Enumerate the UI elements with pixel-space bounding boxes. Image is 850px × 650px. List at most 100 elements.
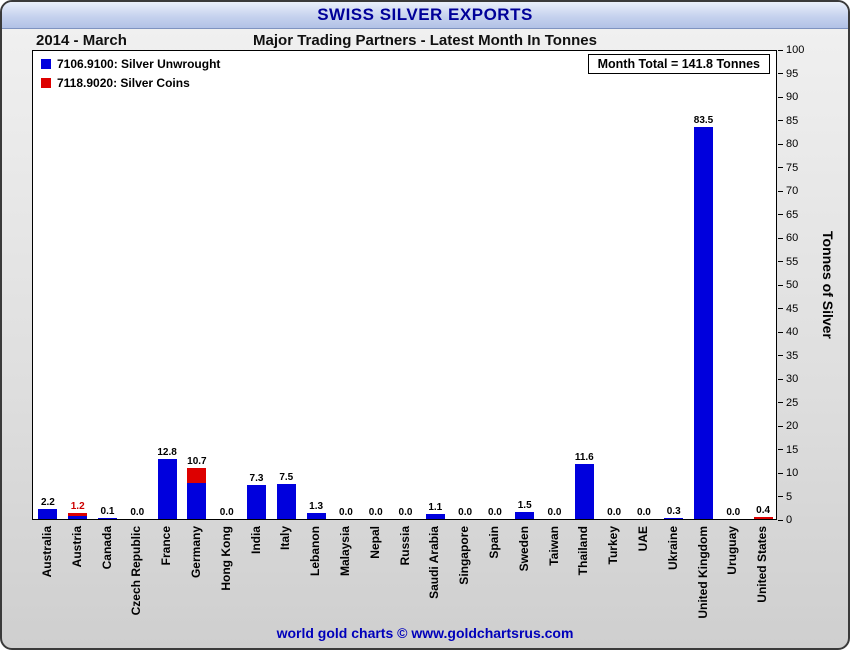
x-category-label: Australia (39, 526, 54, 578)
bar-unwrought (247, 485, 266, 519)
y-tick-mark (778, 73, 783, 74)
x-category-label: India (248, 526, 263, 555)
legend-swatch-unwrought-icon (41, 59, 51, 69)
bar-value-label: 0.0 (547, 507, 562, 518)
y-tick-label: 50 (786, 279, 799, 291)
bar-unwrought (38, 509, 58, 519)
y-tick-mark (778, 49, 783, 51)
y-tick-label: 60 (786, 232, 799, 244)
y-tick-label: 70 (786, 185, 799, 197)
y-tick-mark (778, 355, 783, 356)
bar-unwrought (425, 514, 445, 519)
bar-value-label: 0.0 (368, 507, 383, 518)
y-axis-title: Tonnes of Silver (820, 231, 836, 339)
y-tick-label: 35 (786, 349, 799, 362)
bar-coins (68, 513, 88, 516)
bar-value-label: 0.0 (607, 507, 622, 518)
y-tick-mark (778, 308, 783, 309)
bar-unwrought (187, 483, 207, 519)
y-tick-label: 20 (786, 420, 799, 432)
bar-unwrought (276, 484, 296, 519)
y-tick-mark (778, 96, 783, 98)
x-category-label: Singapore (457, 526, 472, 585)
bar-unwrought (306, 513, 326, 519)
x-category-label: UAE (635, 526, 650, 552)
y-tick-mark (778, 378, 783, 380)
bar-value-label: 0.0 (458, 507, 473, 518)
bar-value-label: 11.6 (574, 452, 594, 463)
y-tick-mark (778, 425, 783, 427)
bar-value-label: 1.5 (517, 500, 532, 511)
x-category-label: United States (755, 526, 770, 603)
y-tick-label: 90 (786, 91, 799, 103)
month-total-box: Month Total = 141.8 Tonnes (587, 54, 770, 74)
bar-unwrought (694, 127, 713, 519)
chart-area: 7106.9100: Silver Unwrought 7118.9020: S… (2, 44, 848, 625)
y-tick-mark (778, 402, 783, 403)
x-category-label: United Kingdom (695, 526, 710, 619)
bar-unwrought (98, 518, 117, 519)
y-tick-mark (778, 120, 783, 121)
bar-unwrought (68, 516, 88, 519)
legend-label-coins: 7118.9020: Silver Coins (57, 76, 190, 90)
y-tick-mark (778, 190, 783, 192)
y-tick-label: 40 (786, 326, 799, 338)
y-tick-mark (778, 449, 783, 450)
legend: 7106.9100: Silver Unwrought 7118.9020: S… (41, 57, 220, 90)
bar-value-label: 12.8 (157, 447, 177, 458)
y-tick-mark (778, 331, 783, 333)
bar-value-label: 0.3 (666, 506, 681, 517)
y-tick-label: 30 (786, 373, 799, 385)
legend-item-coins: 7118.9020: Silver Coins (41, 76, 220, 90)
bar-value-label: 0.4 (756, 505, 771, 516)
bar-value-label: 1.2 (70, 501, 85, 512)
page-title: SWISS SILVER EXPORTS (317, 5, 533, 24)
bar-value-label: 2.2 (40, 497, 55, 508)
bar-value-label: 0.0 (726, 507, 741, 518)
bar-value-label: 0.0 (338, 507, 353, 518)
x-category-label: Uruguay (725, 526, 740, 575)
x-category-label: Malaysia (337, 526, 352, 577)
bar-value-label: 83.5 (693, 115, 714, 126)
y-tick-mark (778, 167, 783, 168)
x-category-label: Hong Kong (218, 526, 233, 591)
plot-area: 7106.9100: Silver Unwrought 7118.9020: S… (32, 50, 777, 520)
bar-value-label: 0.0 (130, 507, 145, 518)
bar-coins (187, 468, 207, 483)
y-tick-label: 55 (786, 255, 799, 268)
y-tick-mark (778, 214, 783, 215)
bar-value-label: 1.1 (428, 502, 443, 513)
bar-value-label: 1.3 (309, 501, 324, 512)
y-tick-mark (778, 496, 783, 497)
chart-subtitle: Major Trading Partners - Latest Month In… (253, 31, 597, 49)
x-category-label: Czech Republic (129, 526, 144, 616)
legend-label-unwrought: 7106.9100: Silver Unwrought (57, 57, 221, 71)
footer-credit: world gold charts © www.goldchartsrus.co… (276, 625, 574, 641)
x-category-label: Ukraine (665, 526, 680, 571)
y-tick-label: 65 (786, 208, 799, 221)
x-category-label: Canada (99, 526, 114, 570)
bar-value-label: 7.5 (279, 472, 294, 483)
x-category-label: Nepal (367, 526, 382, 559)
x-category-label: Lebanon (308, 526, 323, 576)
bar-unwrought (664, 518, 684, 519)
bar-coins (753, 517, 773, 519)
x-category-label: Turkey (606, 526, 621, 565)
bar-value-label: 10.7 (187, 456, 207, 467)
bar-value-label: 0.0 (398, 507, 413, 518)
period-label: 2014 - March (36, 31, 127, 49)
y-tick-label: 95 (786, 67, 799, 80)
x-category-label: Russia (397, 526, 412, 566)
x-category-label: Sweden (516, 526, 531, 572)
x-category-label: Italy (278, 526, 293, 551)
bar-value-label: 0.0 (636, 507, 651, 518)
x-category-label: Taiwan (546, 526, 561, 566)
y-tick-label: 80 (786, 138, 799, 150)
x-category-label: Spain (486, 526, 501, 559)
y-tick-label: 45 (786, 302, 799, 315)
title-bar: SWISS SILVER EXPORTS (2, 2, 848, 29)
x-category-label: Austria (69, 526, 84, 568)
y-tick-label: 5 (786, 490, 793, 503)
bar-unwrought (157, 459, 177, 519)
